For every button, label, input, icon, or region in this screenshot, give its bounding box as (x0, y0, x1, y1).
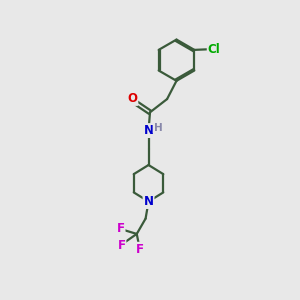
Text: F: F (117, 222, 124, 235)
Text: F: F (117, 238, 125, 252)
Text: N: N (143, 195, 154, 208)
Text: O: O (127, 92, 137, 105)
Text: N: N (143, 124, 154, 137)
Text: Cl: Cl (208, 43, 220, 56)
Text: H: H (154, 123, 162, 133)
Text: F: F (136, 243, 144, 256)
